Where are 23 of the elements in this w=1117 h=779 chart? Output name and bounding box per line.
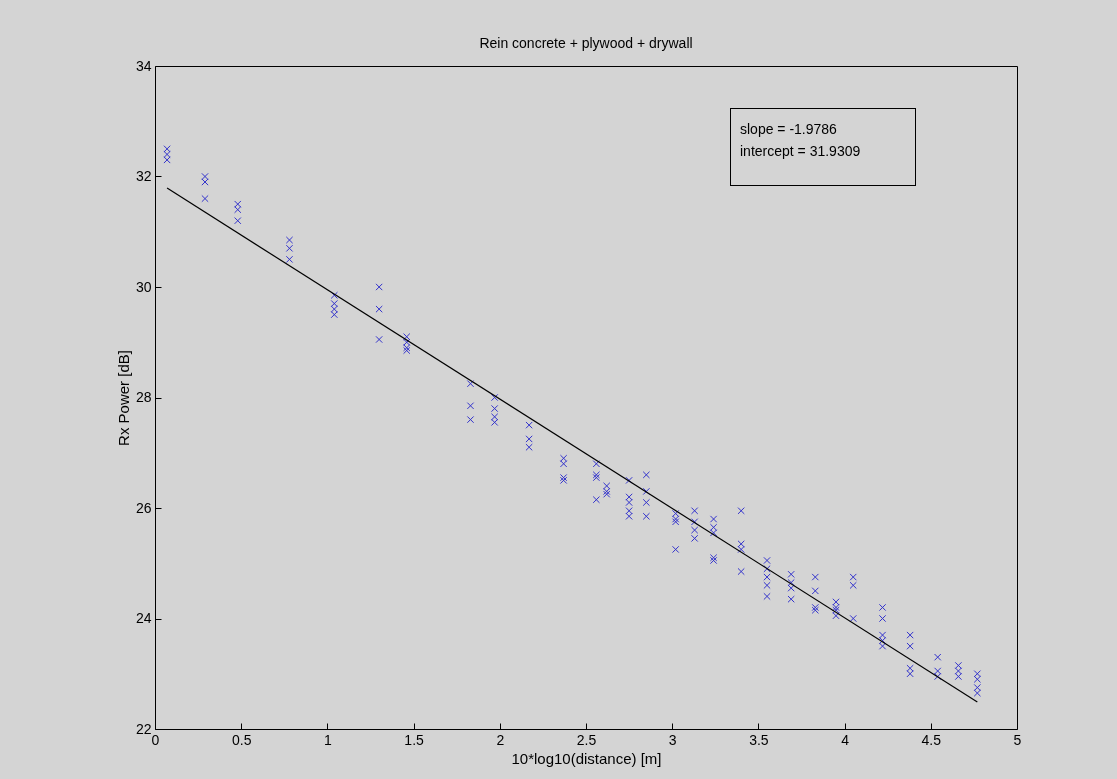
- x-tick-label: 0: [151, 731, 160, 748]
- x-tick-label: 1: [324, 731, 332, 748]
- x-tick-label: 4: [841, 731, 850, 748]
- y-tick-label: 30: [135, 278, 152, 295]
- x-tick-label: 3: [668, 731, 677, 748]
- x-tick-label: 2.5: [576, 731, 597, 748]
- y-tick-label: 26: [135, 499, 152, 516]
- y-tick-label: 24: [135, 610, 152, 626]
- y-tick-label: 28: [135, 389, 152, 405]
- x-tick-label: 5: [1013, 731, 1022, 748]
- y-tick-label: 22: [135, 720, 152, 737]
- x-tick-label: 1.5: [404, 731, 425, 748]
- x-tick-label: 3.5: [749, 731, 769, 748]
- y-axis-title: Rx Power [dB]: [114, 350, 132, 446]
- x-tick-label: 0.5: [231, 731, 252, 748]
- annotation: slope = -1.9786: [740, 121, 838, 137]
- annotation: intercept = 31.9309: [740, 143, 861, 159]
- x-axis-title: 10*log10(distance) [m]: [511, 749, 662, 767]
- chart-title: Rein concrete + plywood + drywall: [479, 35, 693, 51]
- y-tick-label: 34: [135, 57, 152, 74]
- y-tick-label: 32: [135, 168, 152, 184]
- x-tick-label: 4.5: [921, 731, 942, 748]
- x-tick-label: 2: [496, 731, 505, 748]
